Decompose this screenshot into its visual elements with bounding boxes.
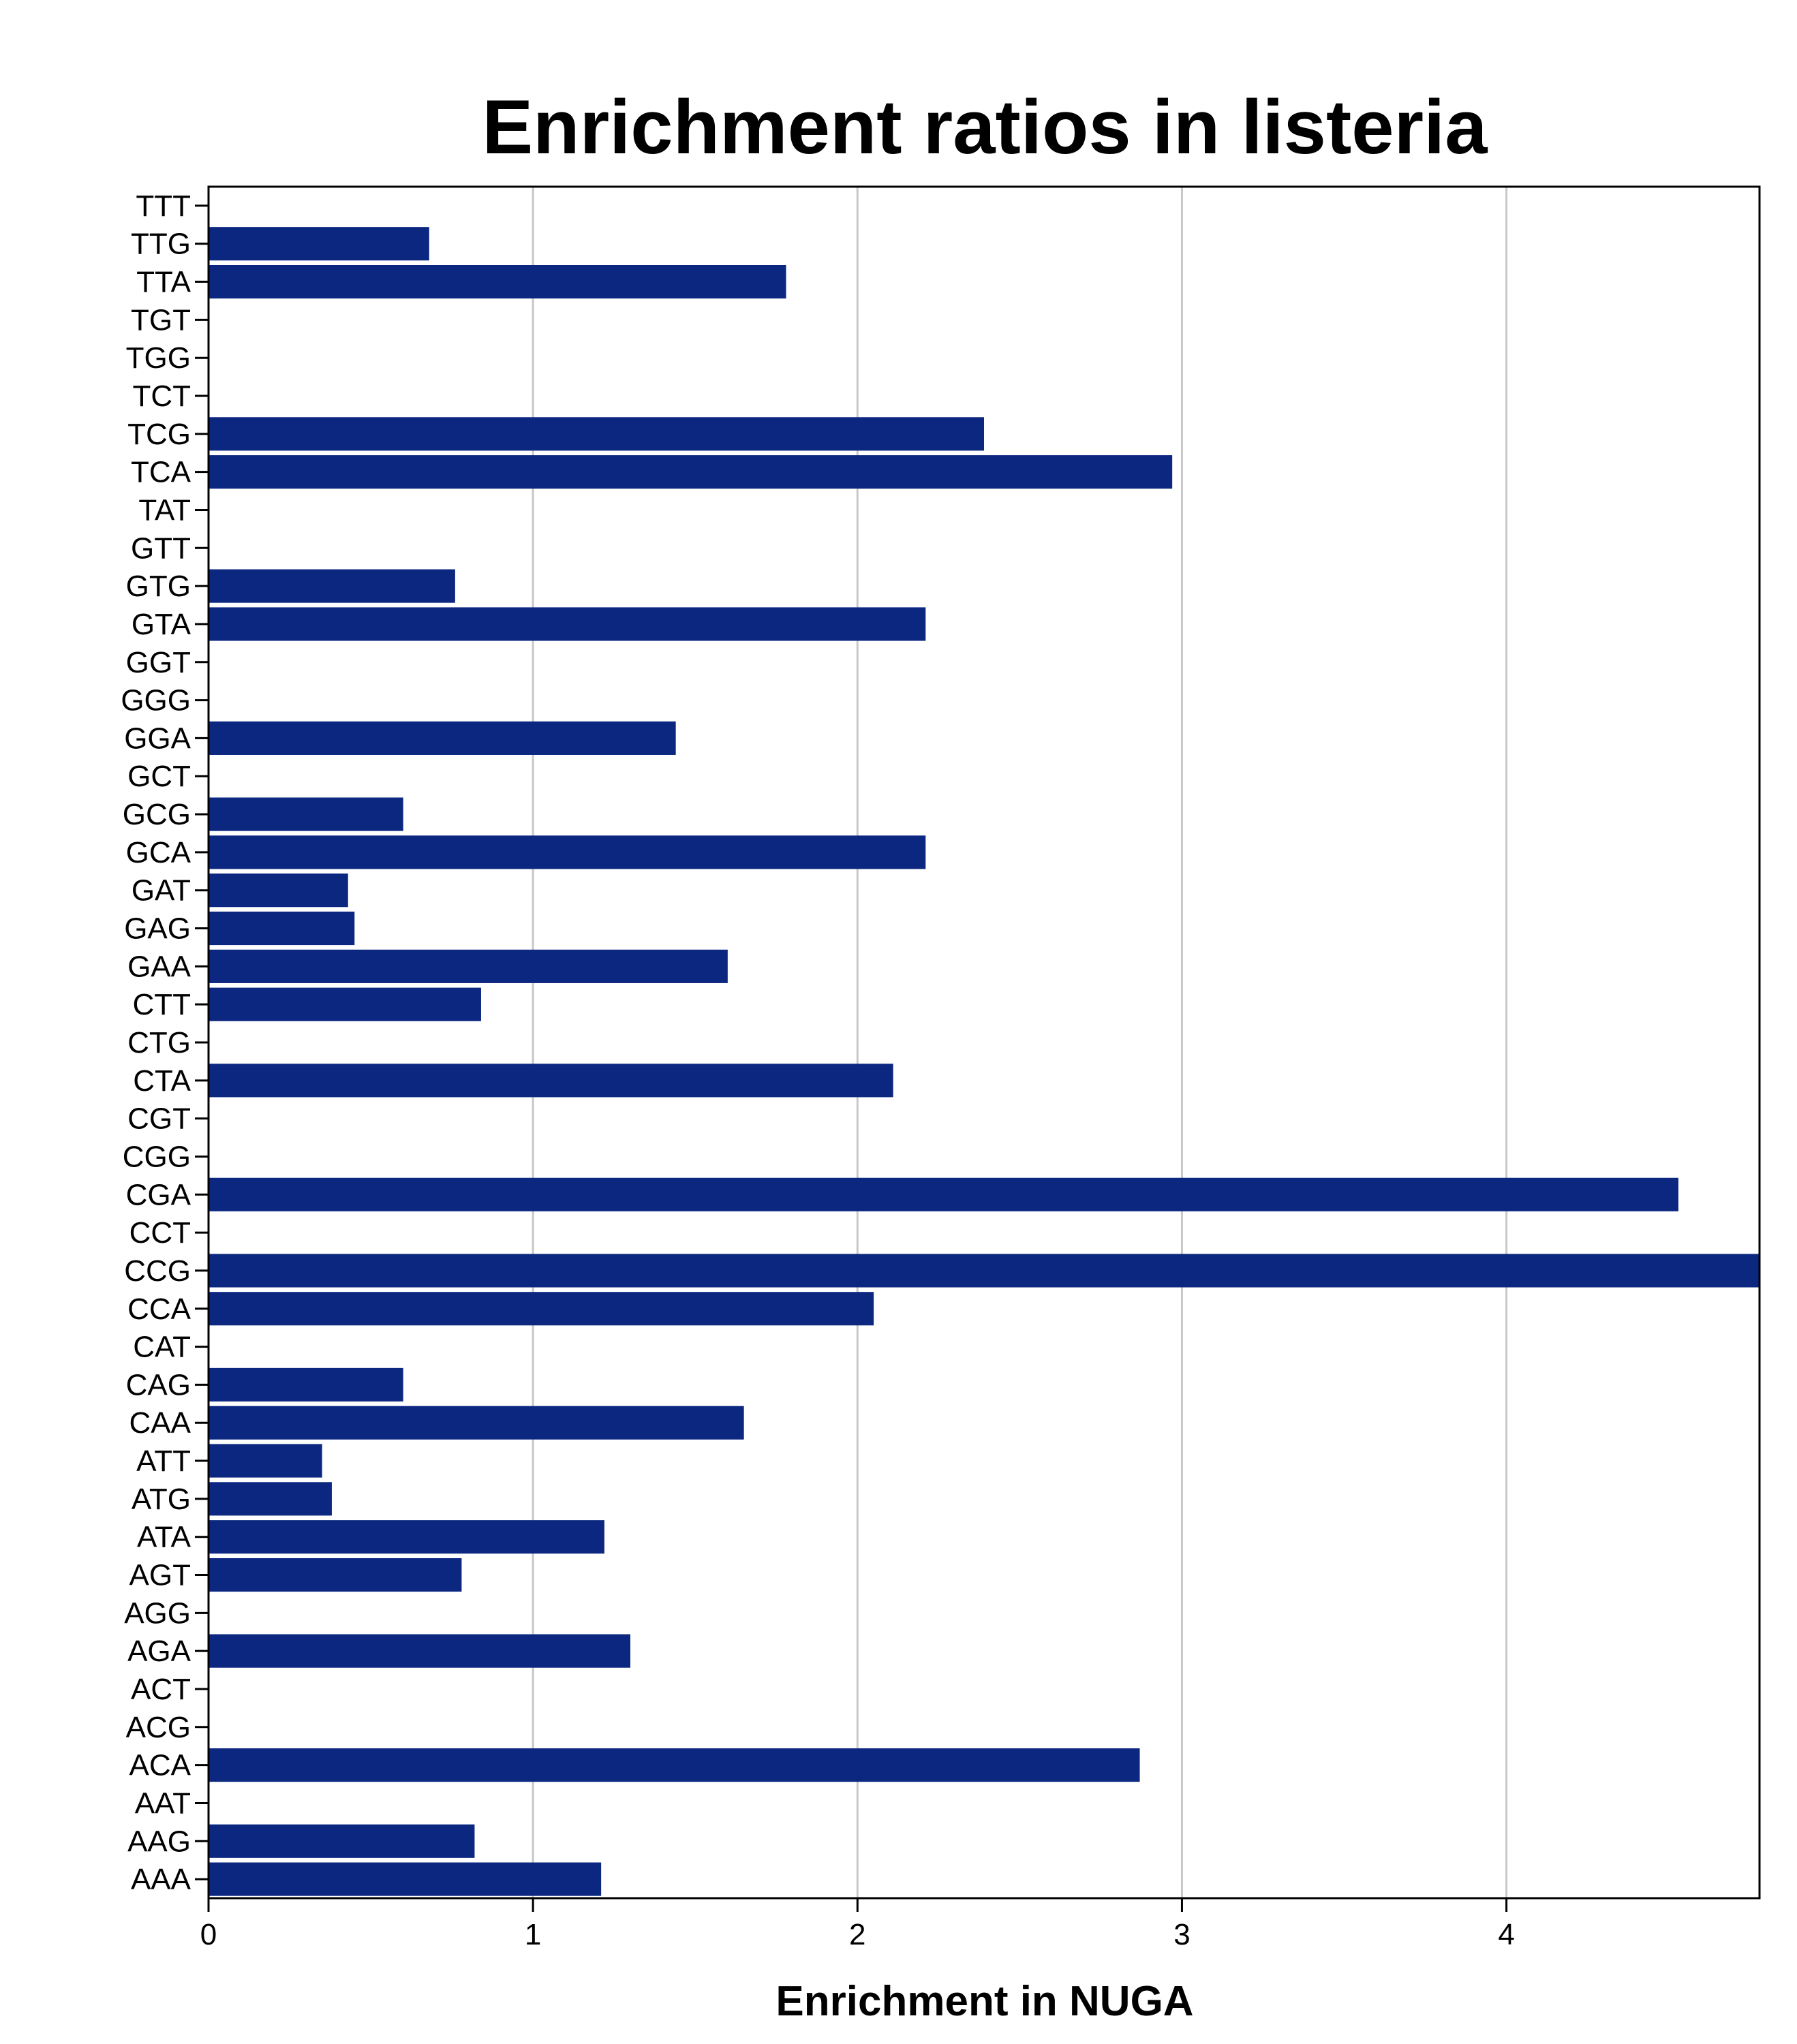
y-tick-label: TCA (131, 456, 191, 489)
y-tick-label: CCG (124, 1254, 191, 1288)
y-tick-label: GGG (121, 684, 191, 717)
bar-ata (209, 1520, 604, 1554)
bar-ttg (209, 227, 429, 261)
y-tick-label: TTG (131, 228, 191, 261)
bar-atg (209, 1482, 332, 1516)
x-tick-label: 4 (1498, 1918, 1514, 1951)
bar-agt (209, 1558, 462, 1592)
y-tick-label: ATG (132, 1483, 191, 1516)
y-tick-label: GGA (124, 722, 191, 755)
y-tick-label: ATT (136, 1444, 191, 1478)
y-tick-label: AAT (135, 1786, 191, 1820)
y-tick-label: CGG (123, 1140, 191, 1173)
y-tick-label: ATA (137, 1521, 191, 1554)
y-tick-label: GCT (127, 760, 191, 793)
bar-tta (209, 264, 786, 299)
y-tick-label: CAA (129, 1406, 191, 1440)
y-tick-label: GTG (126, 570, 191, 603)
y-tick-label: GAG (124, 912, 191, 946)
y-axis: AAA AAG AAT ACA ACG ACT AGA AGG AGT ATA ATG ATT CAA C… (121, 189, 209, 1896)
y-tick-label: TTT (136, 189, 191, 223)
y-tick-label: AGT (129, 1559, 191, 1592)
bar-ccg (209, 1254, 1760, 1288)
y-tick-label: ACG (126, 1711, 191, 1744)
bar-gag (209, 911, 355, 946)
bar-gaa (209, 949, 728, 983)
bar-gtg (209, 569, 455, 603)
bar-gca (209, 835, 926, 869)
y-tick-label: TTA (136, 266, 191, 299)
y-tick-label: ACT (131, 1673, 191, 1706)
y-tick-label: GCG (123, 798, 191, 831)
bars (209, 227, 1760, 1896)
y-tick-label: AAA (131, 1863, 191, 1896)
y-tick-label: AAG (127, 1825, 191, 1858)
y-tick-label: CGA (126, 1178, 191, 1211)
y-tick-label: TCT (132, 380, 191, 413)
x-tick-label: 0 (200, 1918, 217, 1951)
x-tick-label: 2 (849, 1918, 865, 1951)
y-tick-label: CAG (126, 1368, 191, 1402)
bar-tca (209, 455, 1173, 489)
y-tick-label: TGG (126, 341, 191, 375)
bar-cca (209, 1292, 874, 1326)
bar-tcg (209, 417, 984, 451)
y-tick-label: CAT (133, 1331, 191, 1364)
y-tick-label: CGT (127, 1102, 191, 1136)
y-tick-label: ACA (129, 1749, 191, 1782)
y-tick-label: GTT (131, 531, 191, 565)
bar-aga (209, 1634, 630, 1668)
y-tick-label: CTG (127, 1026, 191, 1059)
y-tick-label: CTA (133, 1064, 191, 1098)
bar-aag (209, 1824, 475, 1858)
bar-ctt (209, 987, 481, 1021)
bar-cta (209, 1064, 893, 1098)
x-axis-label: Enrichment in NUGA (775, 1978, 1193, 2025)
y-tick-label: CCA (127, 1292, 191, 1326)
y-tick-label: GTA (132, 608, 191, 641)
x-tick-label: 1 (525, 1918, 541, 1951)
bar-gat (209, 873, 348, 908)
bar-att (209, 1444, 322, 1478)
x-axis: 0 1 2 3 4 (200, 1898, 1515, 1951)
x-tick-label: 3 (1173, 1918, 1190, 1951)
y-tick-label: GCA (126, 836, 191, 869)
y-tick-label: AGA (127, 1635, 191, 1668)
y-tick-label: GAT (132, 874, 191, 908)
y-tick-label: TCG (127, 418, 191, 451)
bar-aca (209, 1748, 1140, 1782)
bar-cag (209, 1367, 403, 1402)
y-tick-label: GAA (127, 950, 191, 983)
bar-aaa (209, 1862, 602, 1896)
y-tick-label: TGT (131, 303, 191, 337)
y-tick-label: TAT (138, 493, 191, 527)
y-tick-label: CCT (129, 1216, 191, 1250)
y-tick-label: AGG (124, 1596, 191, 1630)
bar-caa (209, 1406, 744, 1440)
bar-gta (209, 607, 926, 641)
bar-gcg (209, 797, 403, 831)
y-tick-label: GGT (126, 646, 191, 679)
chart-title: Enrichment ratios in listeria (482, 84, 1488, 170)
bar-cga (209, 1177, 1678, 1211)
y-tick-label: CTT (132, 988, 191, 1021)
bar-gga (209, 721, 676, 755)
